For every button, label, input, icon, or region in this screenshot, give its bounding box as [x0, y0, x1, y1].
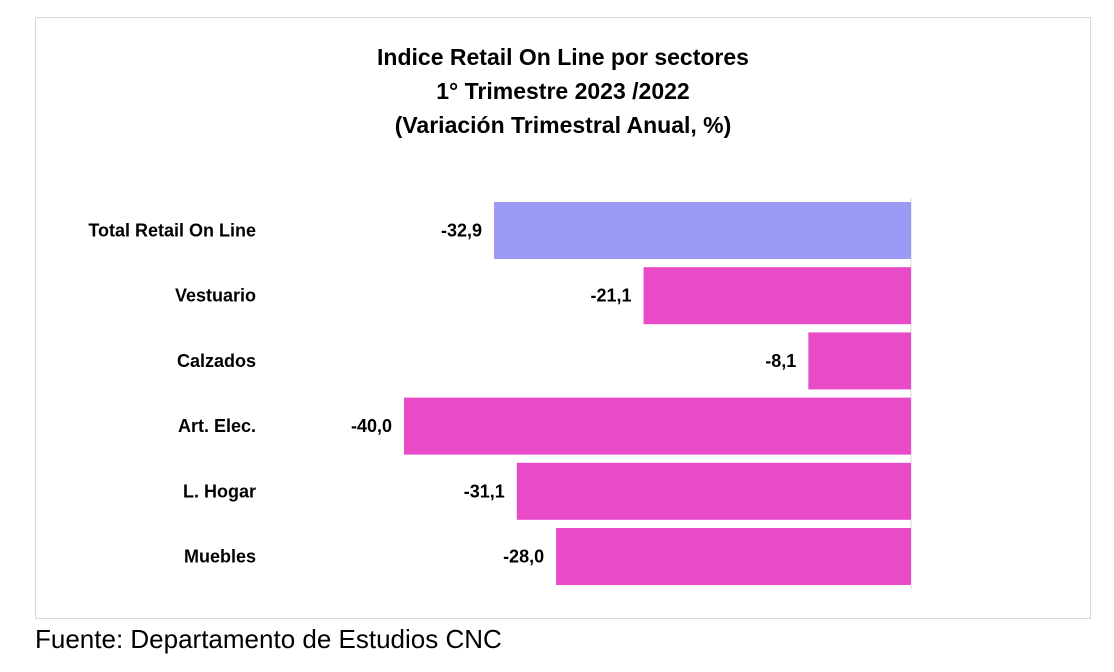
chart-title: Indice Retail On Line por sectores 1° Tr… — [36, 40, 1090, 142]
category-label-2: Calzados — [177, 351, 256, 371]
bar-0 — [493, 202, 911, 259]
bar-1 — [643, 267, 911, 325]
category-label-0: Total Retail On Line — [88, 221, 256, 241]
bar-3 — [404, 397, 911, 455]
category-label-4: L. Hogar — [183, 481, 256, 501]
bar-5 — [556, 528, 911, 585]
data-label-3: -40,0 — [351, 416, 392, 436]
data-label-0: -32,9 — [441, 221, 482, 241]
bar-2 — [808, 332, 911, 390]
data-label-5: -28,0 — [503, 547, 544, 567]
source-note: Fuente: Departamento de Estudios CNC — [35, 624, 502, 654]
chart-title-line-1: Indice Retail On Line por sectores — [377, 44, 749, 70]
data-label-4: -31,1 — [464, 481, 505, 501]
chart-title-line-2: 1° Trimestre 2023 /2022 — [436, 78, 690, 104]
data-label-2: -8,1 — [765, 351, 796, 371]
data-label-1: -21,1 — [591, 286, 632, 306]
category-label-3: Art. Elec. — [178, 416, 256, 436]
chart-title-line-3: (Variación Trimestral Anual, %) — [394, 112, 732, 138]
category-label-5: Muebles — [184, 547, 256, 567]
bar-4 — [516, 462, 911, 520]
category-label-1: Vestuario — [175, 286, 256, 306]
